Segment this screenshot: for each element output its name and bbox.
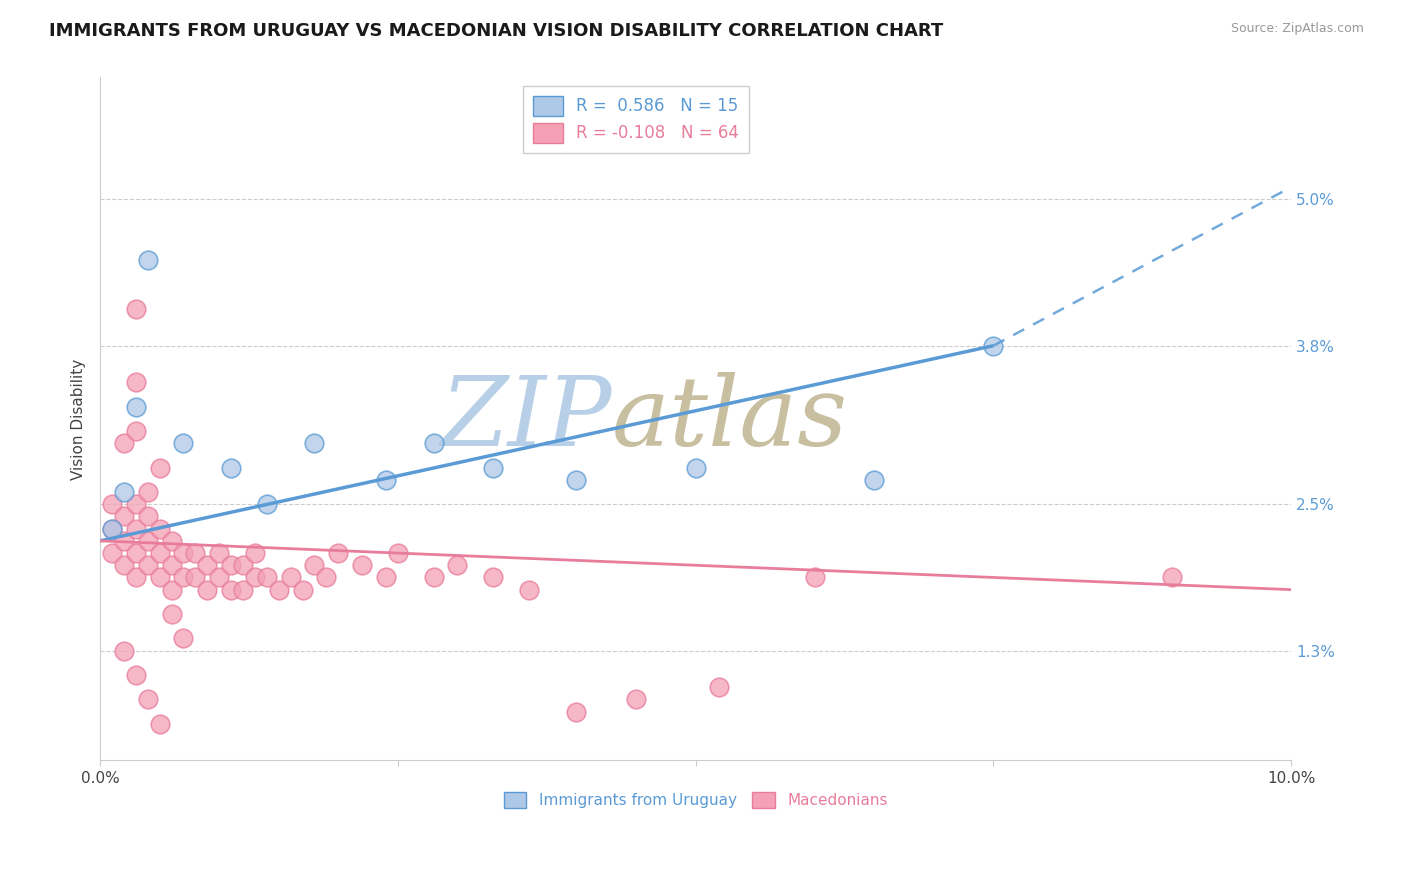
Point [517, 582, 540, 597]
Point [709, 680, 731, 694]
Point [136, 509, 159, 524]
Point [160, 607, 183, 621]
Point [125, 424, 148, 438]
Point [328, 546, 350, 560]
Text: ZIP: ZIP [441, 372, 612, 466]
Point [125, 522, 148, 536]
Point [101, 497, 124, 511]
Point [125, 497, 148, 511]
Point [374, 570, 396, 584]
Point [446, 558, 468, 573]
Point [208, 570, 231, 584]
Point [304, 436, 326, 450]
Point [160, 558, 183, 573]
Point [136, 485, 159, 500]
Point [219, 460, 242, 475]
Point [422, 570, 444, 584]
Point [291, 582, 314, 597]
Point [256, 570, 278, 584]
Point [352, 558, 374, 573]
Point [195, 582, 218, 597]
Point [136, 692, 159, 706]
Point [173, 546, 195, 560]
Point [125, 400, 148, 414]
Point [149, 546, 172, 560]
Point [315, 570, 337, 584]
Point [256, 497, 278, 511]
Point [125, 376, 148, 390]
Point [112, 558, 135, 573]
Point [173, 632, 195, 646]
Point [981, 339, 1004, 353]
Point [422, 436, 444, 450]
Point [125, 546, 148, 560]
Point [112, 436, 135, 450]
Point [863, 473, 886, 487]
Point [374, 473, 396, 487]
Point [685, 460, 707, 475]
Point [112, 533, 135, 548]
Point [803, 570, 825, 584]
Point [173, 436, 195, 450]
Point [232, 558, 254, 573]
Point [112, 509, 135, 524]
Point [184, 546, 207, 560]
Point [125, 570, 148, 584]
Point [482, 460, 505, 475]
Point [219, 558, 242, 573]
Point [125, 668, 148, 682]
Point [1161, 570, 1184, 584]
Point [136, 533, 159, 548]
Point [482, 570, 505, 584]
Point [101, 522, 124, 536]
Text: IMMIGRANTS FROM URUGUAY VS MACEDONIAN VISION DISABILITY CORRELATION CHART: IMMIGRANTS FROM URUGUAY VS MACEDONIAN VI… [49, 22, 943, 40]
Point [184, 570, 207, 584]
Point [101, 546, 124, 560]
Point [125, 302, 148, 317]
Point [149, 522, 172, 536]
Y-axis label: Vision Disability: Vision Disability [72, 359, 86, 480]
Point [219, 582, 242, 597]
Point [387, 546, 409, 560]
Point [243, 546, 266, 560]
Legend: Immigrants from Uruguay, Macedonians: Immigrants from Uruguay, Macedonians [498, 786, 894, 814]
Point [173, 570, 195, 584]
Point [565, 705, 588, 719]
Point [280, 570, 302, 584]
Text: Source: ZipAtlas.com: Source: ZipAtlas.com [1230, 22, 1364, 36]
Point [160, 582, 183, 597]
Point [195, 558, 218, 573]
Point [267, 582, 290, 597]
Point [112, 485, 135, 500]
Text: atlas: atlas [612, 372, 848, 466]
Point [136, 253, 159, 268]
Point [160, 533, 183, 548]
Point [232, 582, 254, 597]
Point [624, 692, 647, 706]
Point [149, 716, 172, 731]
Point [136, 558, 159, 573]
Point [304, 558, 326, 573]
Point [149, 460, 172, 475]
Point [149, 570, 172, 584]
Point [208, 546, 231, 560]
Point [243, 570, 266, 584]
Point [101, 522, 124, 536]
Point [112, 643, 135, 657]
Point [565, 473, 588, 487]
